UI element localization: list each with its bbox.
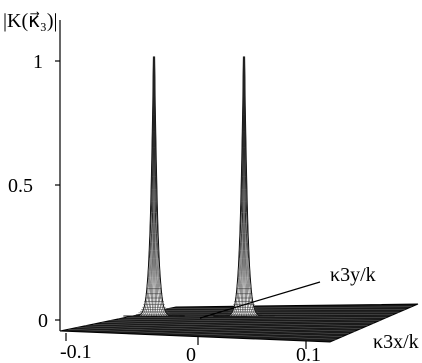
- peak-mesh-line: [244, 56, 260, 317]
- y-axis-label: κ3y/k: [330, 264, 376, 286]
- peak-mesh-line: [138, 56, 154, 317]
- grid-line: [84, 325, 349, 335]
- x-tick-label-zero: 0: [186, 344, 196, 363]
- peak-mesh-line: [244, 56, 275, 317]
- peak-mesh-line: [148, 57, 155, 317]
- grid-line: [126, 317, 381, 321]
- peak-mesh-line: [223, 56, 244, 317]
- grid-line: [101, 322, 362, 329]
- grid-line: [93, 323, 356, 332]
- peak-mesh-line: [128, 56, 154, 317]
- peak-mesh-line: [218, 56, 244, 317]
- peak-mesh-line: [154, 56, 175, 317]
- grid-line: [159, 309, 406, 311]
- peak-2: [213, 56, 275, 317]
- x-tick-label-neg: -0.1: [60, 341, 92, 363]
- peak-mesh-line: [233, 56, 245, 317]
- grid-line: [68, 329, 337, 340]
- peak-mesh-line: [133, 56, 154, 317]
- grid-line: [76, 327, 343, 337]
- grid-line: [167, 306, 412, 309]
- peak-mesh-line: [238, 57, 245, 317]
- peak-mesh-line: [153, 56, 165, 317]
- peak-mesh-line: [123, 56, 154, 317]
- peaks: [123, 56, 275, 317]
- grid-line: [142, 313, 393, 316]
- peak-mesh-line: [154, 56, 170, 317]
- z-tick-label-0.5: 0.5: [8, 175, 33, 197]
- peak-mesh-line: [153, 57, 160, 317]
- peak-mesh-line: [154, 56, 185, 317]
- base-grid: [68, 306, 412, 340]
- y-axis: [199, 281, 321, 319]
- x-tick-label-pos: 0.1: [296, 344, 321, 363]
- z-axis-label: |K(κ⃗₃)|: [3, 10, 58, 32]
- peak-mesh-line: [243, 56, 255, 317]
- peak-mesh-line: [228, 56, 244, 317]
- peak-mesh-line: [244, 56, 265, 317]
- peak-1: [123, 56, 185, 317]
- grid-line: [109, 320, 368, 326]
- peak-mesh-line: [244, 56, 270, 317]
- grid-line: [117, 318, 375, 324]
- z-tick-label-0: 0: [38, 310, 48, 332]
- peak-mesh-line: [213, 56, 244, 317]
- peak-mesh-line: [143, 56, 155, 317]
- peak-mesh-line: [154, 56, 180, 317]
- x-axis-label: κ3x/k: [373, 331, 419, 353]
- z-tick-label-1: 1: [33, 51, 43, 73]
- peak-mesh-line: [243, 57, 250, 317]
